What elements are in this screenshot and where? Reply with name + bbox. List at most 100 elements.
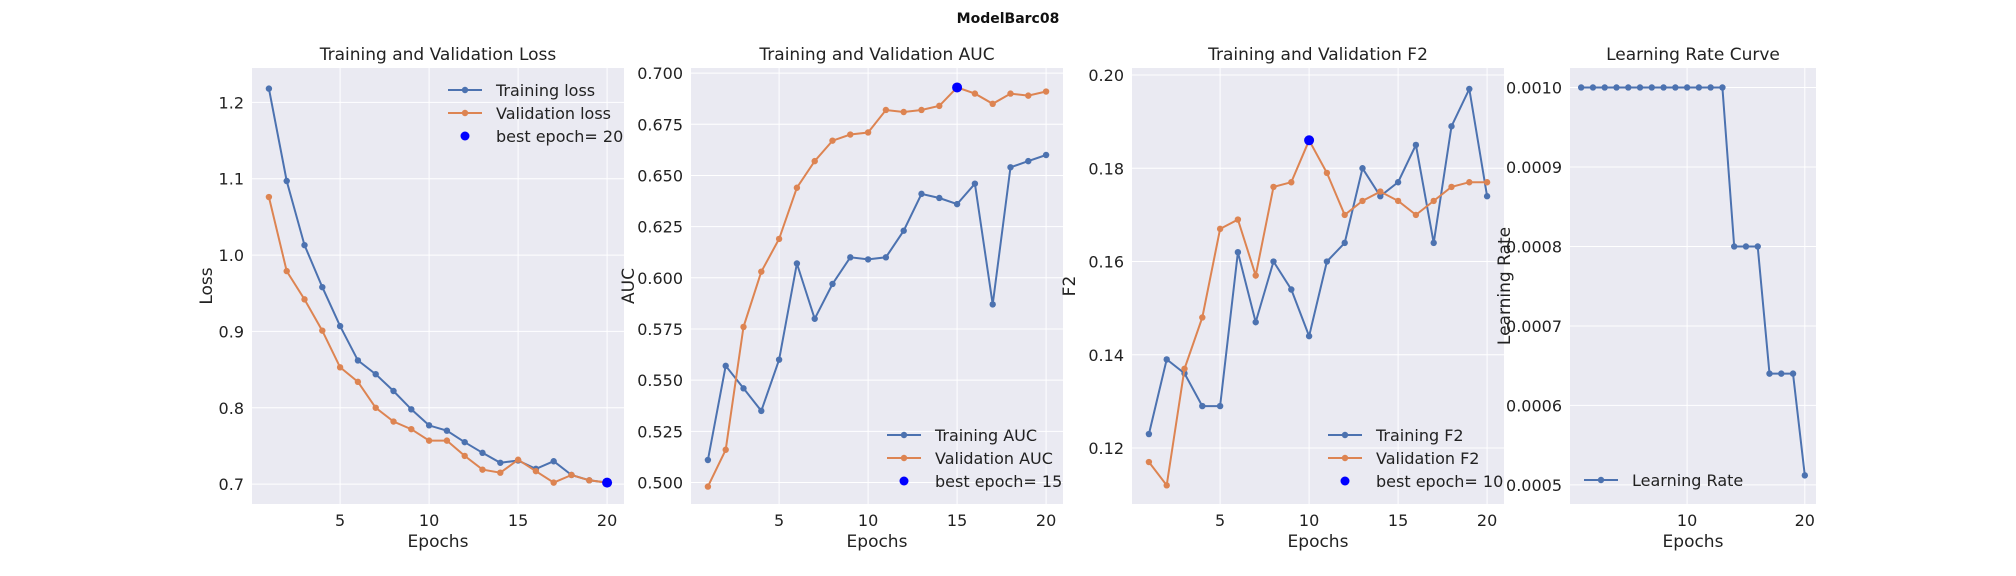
y-tick-label: 0.7 — [219, 475, 244, 494]
data-point — [568, 471, 575, 479]
data-point — [900, 108, 907, 116]
data-point — [336, 364, 344, 371]
y-tick-label: 0.600 — [637, 269, 683, 288]
y-tick-label: 1.0 — [219, 246, 244, 265]
data-point — [1216, 225, 1224, 233]
series-line-validation — [706, 86, 1047, 488]
data-point — [989, 100, 996, 108]
data-point — [425, 422, 433, 429]
y-tick-label: 1.1 — [219, 170, 244, 189]
best-epoch-marker — [952, 82, 963, 93]
data-point — [1394, 179, 1402, 186]
y-tick-label: 0.0010 — [1506, 78, 1562, 97]
data-point — [1789, 370, 1797, 377]
data-point — [301, 296, 308, 303]
data-point — [443, 427, 451, 434]
data-point — [1394, 197, 1402, 205]
data-point — [1613, 84, 1620, 91]
chart-title: Training and Validation F2 — [1207, 45, 1428, 65]
data-point — [390, 418, 397, 425]
plot-area-loss — [252, 68, 624, 504]
data-point — [265, 193, 273, 201]
data-point — [1430, 239, 1437, 247]
y-tick-label: 0.20 — [1088, 66, 1124, 85]
legend-label: best epoch= 15 — [935, 472, 1062, 491]
data-point — [758, 268, 765, 275]
data-point — [1199, 402, 1206, 410]
x-axis-label: Epochs — [408, 532, 469, 552]
data-point — [336, 322, 344, 330]
data-point — [265, 85, 273, 92]
data-point — [354, 357, 362, 364]
data-point — [775, 235, 783, 243]
y-tick-label: 0.0006 — [1506, 396, 1562, 415]
best-epoch-marker — [602, 477, 613, 488]
data-point — [847, 254, 854, 261]
chart-title: Training and Validation AUC — [758, 45, 994, 65]
data-point — [1025, 157, 1032, 165]
y-tick-label: 0.8 — [219, 399, 244, 418]
x-tick-label: 15 — [1388, 511, 1408, 530]
data-point — [319, 283, 326, 291]
data-point — [1145, 430, 1153, 438]
data-point — [1323, 169, 1331, 177]
y-axis-label: AUC — [619, 268, 639, 304]
legend: Learning Rate — [1584, 471, 1743, 490]
data-point — [1648, 84, 1656, 91]
legend-label: Validation F2 — [1376, 449, 1479, 468]
y-axis-label: F2 — [1060, 276, 1080, 297]
data-point — [283, 177, 290, 185]
data-point — [1730, 243, 1738, 250]
x-tick-label: 5 — [335, 511, 345, 530]
panel-lr: 10 20 0.0005 0.0006 0.0007 0.0008 0.0009 0.0010… — [1495, 45, 1816, 552]
data-point — [461, 452, 468, 460]
data-point — [408, 406, 415, 413]
data-point — [1288, 179, 1295, 186]
data-point — [1483, 193, 1491, 200]
x-axis-label: Epochs — [1663, 532, 1724, 552]
y-tick-label: 0.650 — [637, 166, 683, 185]
series-line-validation — [1148, 138, 1488, 488]
data-point — [882, 106, 890, 114]
data-point — [461, 438, 468, 446]
data-point — [1430, 197, 1437, 205]
data-point — [372, 404, 379, 411]
legend-swatch-marker — [461, 109, 469, 117]
data-point — [1305, 332, 1313, 340]
data-point — [1636, 84, 1644, 91]
data-point — [1448, 183, 1455, 191]
series-line-training — [267, 88, 608, 484]
data-point — [354, 378, 362, 386]
data-point — [1288, 286, 1295, 293]
data-point — [1412, 141, 1420, 149]
y-tick-label: 0.500 — [637, 474, 683, 493]
data-point — [1483, 179, 1491, 186]
y-tick-label: 0.575 — [637, 320, 683, 339]
data-point — [1181, 365, 1188, 372]
panel-auc: 5 10 15 20 0.500 0.525 0.550 0.575 0.600 0.625 0.6… — [619, 45, 1063, 552]
data-point — [550, 479, 557, 486]
legend-label: Training loss — [495, 81, 595, 100]
data-point — [704, 456, 712, 464]
data-point — [829, 137, 836, 144]
y-axis-label: Loss — [197, 267, 217, 304]
x-tick-label: 15 — [947, 511, 967, 530]
x-axis-label: Epochs — [847, 532, 908, 552]
x-tick-label: 10 — [858, 511, 878, 530]
data-point — [722, 446, 729, 453]
data-point — [1145, 458, 1153, 466]
data-point — [793, 260, 801, 267]
data-point — [971, 180, 979, 187]
legend-label: Learning Rate — [1632, 471, 1743, 490]
data-point — [864, 129, 872, 136]
data-point — [740, 323, 747, 331]
figure-title: ModelBarc08 — [957, 11, 1060, 27]
legend-label: Validation loss — [496, 104, 611, 123]
x-tick-label: 10 — [1677, 511, 1697, 530]
data-point — [1252, 272, 1259, 279]
data-point — [775, 356, 783, 363]
data-point — [847, 131, 854, 138]
data-point — [1199, 314, 1206, 321]
x-tick-label: 5 — [1215, 511, 1225, 530]
